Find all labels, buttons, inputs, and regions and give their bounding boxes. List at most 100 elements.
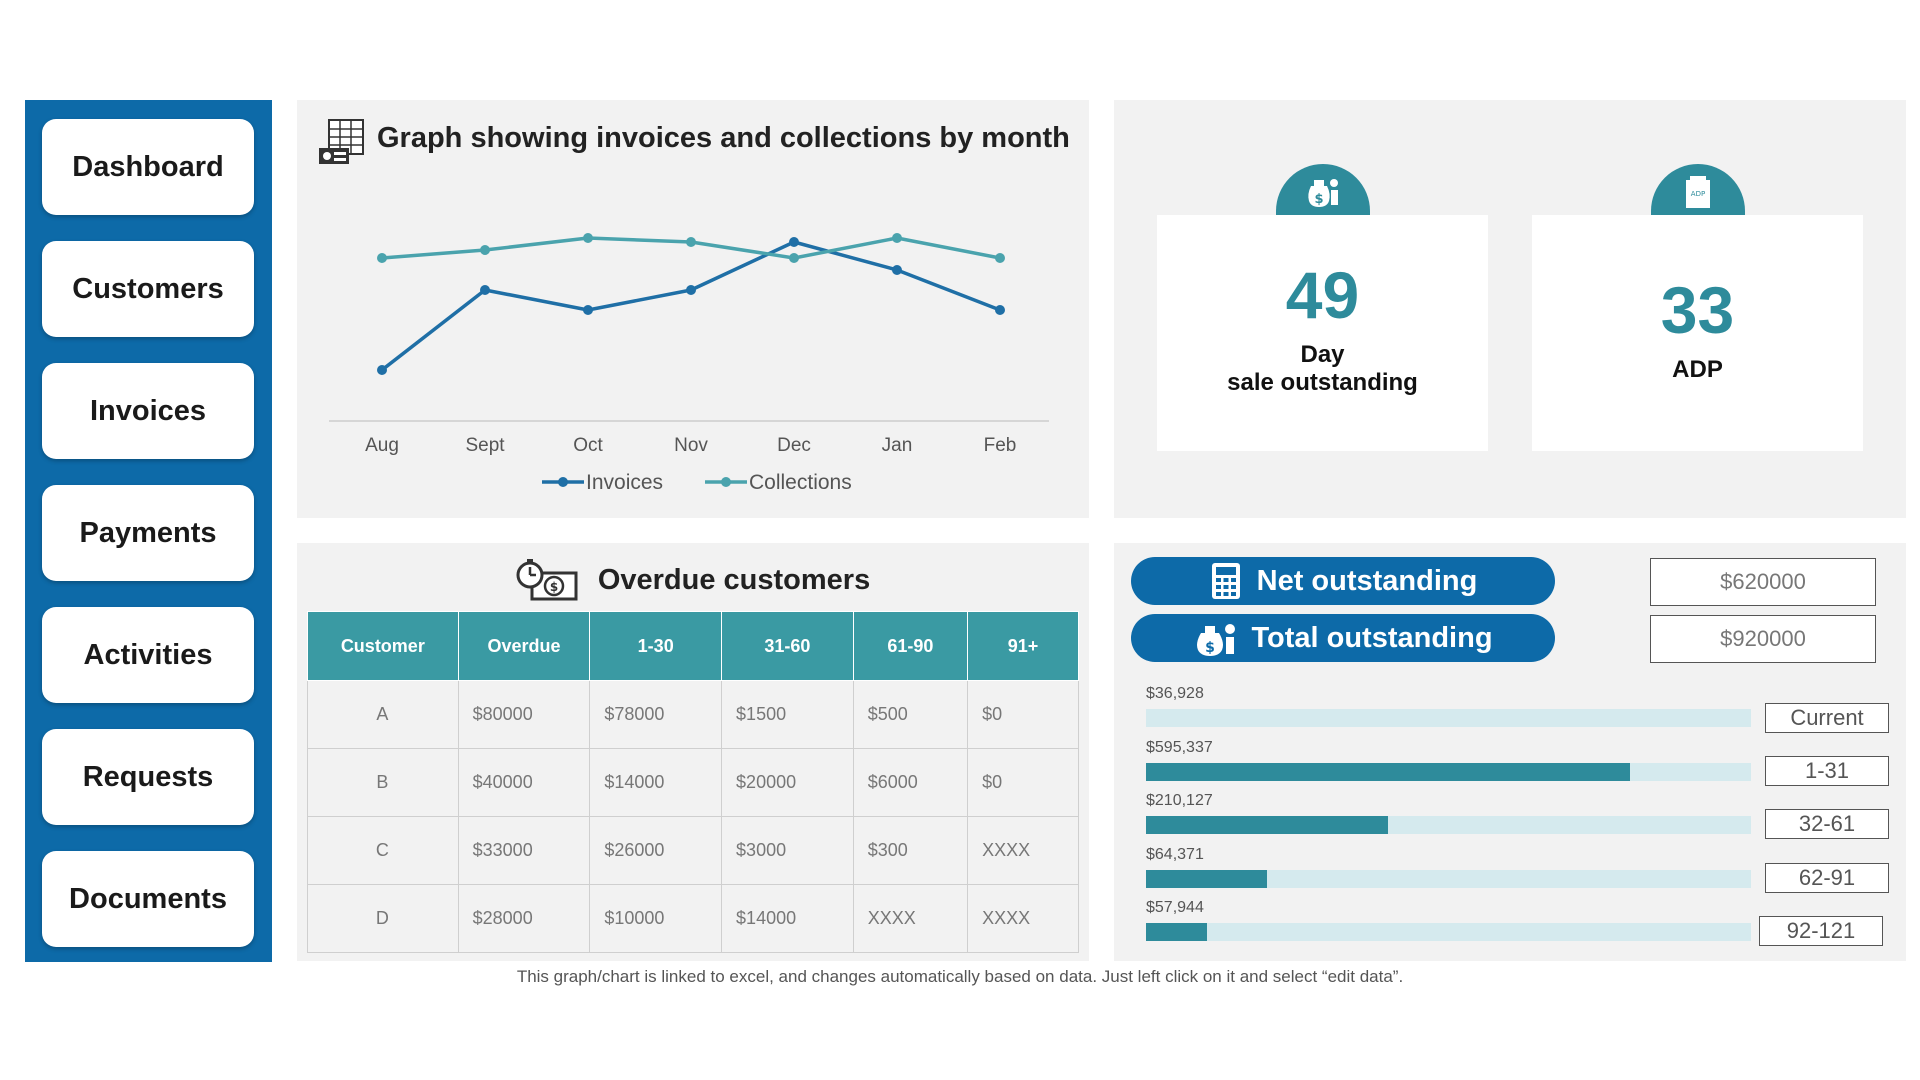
- data-point-collections: [892, 233, 902, 243]
- nav-invoices-button[interactable]: Invoices: [42, 363, 254, 459]
- table-cell: $33000: [457, 816, 591, 885]
- net-outstanding-pill[interactable]: Net outstanding: [1131, 557, 1555, 605]
- aging-bar-track: [1146, 709, 1751, 727]
- dso-label-line2: sale outstanding: [1227, 369, 1418, 396]
- x-tick-label: Sept: [465, 435, 505, 456]
- table-cell: $1500: [721, 680, 854, 749]
- data-point-invoices: [789, 237, 799, 247]
- table-row: B $40000 $14000 $20000 $6000 $0: [307, 748, 1079, 817]
- data-point-collections: [995, 253, 1005, 263]
- data-point-invoices: [686, 285, 696, 295]
- svg-text:$: $: [1314, 192, 1323, 207]
- table-cell: A: [307, 680, 459, 749]
- x-tick-label: Jan: [882, 435, 913, 456]
- kpi-panel: $ ADP 49 Day sale outstanding 33 ADP: [1114, 100, 1906, 518]
- table-cell: $80000: [457, 680, 591, 749]
- dso-card: 49 Day sale outstanding: [1157, 215, 1488, 451]
- total-outstanding-value: $920000: [1650, 615, 1876, 663]
- adp-document-icon: ADP: [1686, 176, 1710, 208]
- x-tick-label: Aug: [365, 435, 399, 456]
- footnote: This graph/chart is linked to excel, and…: [516, 967, 1404, 986]
- aging-label: 92-121: [1759, 916, 1883, 946]
- svg-text:ADP: ADP: [1691, 190, 1705, 198]
- chart-panel: Graph showing invoices and collections b…: [297, 100, 1089, 518]
- aging-amount: $64,371: [1146, 846, 1204, 863]
- data-point-invoices: [995, 305, 1005, 315]
- table-header-row: Customer Overdue 1-30 31-60 61-90 91+: [307, 611, 1079, 681]
- sidebar: Dashboard Customers Invoices Payments Ac…: [25, 100, 272, 962]
- aging-amount: $36,928: [1146, 685, 1204, 702]
- table-cell: $3000: [721, 816, 854, 885]
- table-cell: $0: [967, 748, 1079, 817]
- legend-label: Collections: [749, 471, 852, 494]
- data-point-collections: [377, 253, 387, 263]
- x-tick-label: Nov: [674, 435, 708, 456]
- table-cell: XXXX: [967, 884, 1079, 953]
- table-row: D $28000 $10000 $14000 XXXX XXXX: [307, 884, 1079, 953]
- spreadsheet-icon: [317, 118, 367, 171]
- column-header: Customer: [307, 611, 459, 681]
- table-row: C $33000 $26000 $3000 $300 XXXX: [307, 816, 1079, 885]
- data-point-collections: [789, 253, 799, 263]
- column-header: Overdue: [457, 611, 591, 681]
- net-outstanding-label: Net outstanding: [1256, 564, 1478, 597]
- aging-bar-track: [1146, 923, 1751, 941]
- total-outstanding-pill[interactable]: $ Total outstanding: [1131, 614, 1555, 662]
- aging-label: 62-91: [1765, 863, 1889, 893]
- svg-text:$: $: [1206, 640, 1216, 656]
- table-cell: $14000: [589, 748, 723, 817]
- table-cell: C: [307, 816, 459, 885]
- legend-marker: [721, 477, 731, 487]
- table-cell: $0: [967, 680, 1079, 749]
- table-cell: $6000: [852, 748, 969, 817]
- column-header: 31-60: [721, 611, 854, 681]
- table-cell: B: [307, 748, 459, 817]
- aging-amount: $57,944: [1146, 899, 1204, 916]
- aging-bar-fill: [1146, 923, 1207, 941]
- kpi-badge: ADP: [1651, 164, 1745, 215]
- aging-bar-fill: [1146, 870, 1267, 888]
- table-row: A $80000 $78000 $1500 $500 $0: [307, 680, 1079, 749]
- data-point-collections: [583, 233, 593, 243]
- legend-marker: [558, 477, 568, 487]
- x-tick-label: Feb: [984, 435, 1017, 456]
- money-bag-icon: $: [1308, 179, 1338, 207]
- data-point-invoices: [377, 365, 387, 375]
- overdue-table: Customer Overdue 1-30 31-60 61-90 91+ A …: [307, 611, 1079, 953]
- adp-card: 33 ADP: [1532, 215, 1863, 451]
- nav-payments-button[interactable]: Payments: [42, 485, 254, 581]
- line-chart[interactable]: Aug Sept Oct Nov Dec Jan Feb Invoices Collection…: [297, 100, 1089, 518]
- outstanding-panel: Net outstanding $620000 $ Total outstand…: [1114, 543, 1906, 961]
- nav-documents-button[interactable]: Documents: [42, 851, 254, 947]
- overdue-header: $ Overdue customers: [297, 557, 1089, 603]
- data-point-invoices: [480, 285, 490, 295]
- data-point-collections: [686, 237, 696, 247]
- overdue-panel: $ Overdue customers Customer Overdue 1-3…: [297, 543, 1089, 961]
- nav-dashboard-button[interactable]: Dashboard: [42, 119, 254, 215]
- net-outstanding-value: $620000: [1650, 558, 1876, 606]
- legend-label: Invoices: [586, 471, 663, 494]
- overdue-title: Overdue customers: [597, 563, 871, 596]
- aging-bar-fill: [1146, 763, 1630, 781]
- table-cell: $20000: [721, 748, 854, 817]
- aging-label: Current: [1765, 703, 1889, 733]
- nav-activities-button[interactable]: Activities: [42, 607, 254, 703]
- data-point-invoices: [583, 305, 593, 315]
- x-tick-label: Oct: [573, 435, 603, 456]
- nav-customers-button[interactable]: Customers: [42, 241, 254, 337]
- column-header: 61-90: [852, 611, 969, 681]
- svg-text:$: $: [550, 580, 558, 594]
- overdue-money-clock-icon: $: [516, 559, 578, 601]
- money-bag-icon: $: [1197, 624, 1236, 656]
- calculator-icon: [1211, 563, 1240, 599]
- dso-label-line1: Day: [1300, 341, 1345, 368]
- table-cell: $300: [852, 816, 969, 885]
- x-tick-label: Dec: [777, 435, 811, 456]
- adp-label: ADP: [1672, 356, 1723, 383]
- nav-requests-button[interactable]: Requests: [42, 729, 254, 825]
- aging-amount: $595,337: [1146, 739, 1213, 756]
- table-cell: $40000: [457, 748, 591, 817]
- table-cell: $28000: [457, 884, 591, 953]
- aging-bar-track: [1146, 816, 1751, 834]
- table-cell: $26000: [589, 816, 723, 885]
